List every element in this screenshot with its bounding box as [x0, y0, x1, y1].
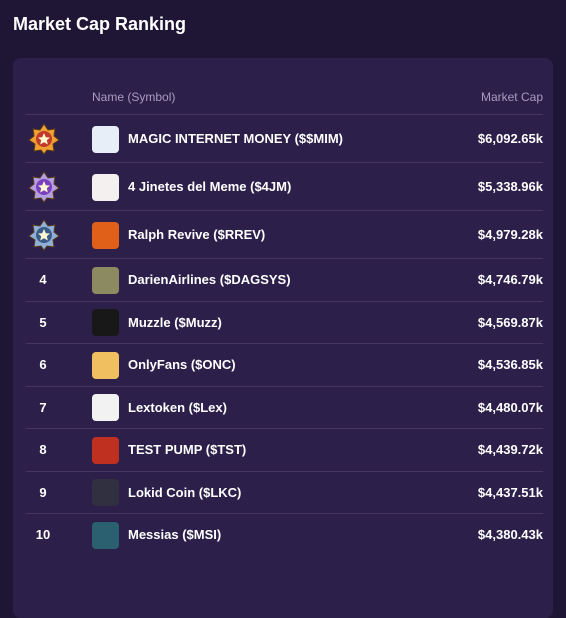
ranking-row: MAGIC INTERNET MONEY ($$MIM) $6,092.65k: [26, 114, 543, 163]
medal-svg: [28, 219, 60, 251]
ranking-row: 6 OnlyFans ($ONC) $4,536.85k: [26, 343, 543, 387]
ranking-row: 4 DarienAirlines ($DAGSYS) $4,746.79k: [26, 258, 543, 302]
token-avatar: [92, 125, 119, 153]
market-cap: $4,439.72k: [477, 442, 543, 458]
ranking-row: 5 Muzzle ($Muzz) $4,569.87k: [26, 300, 543, 345]
ranking-row: 8 TEST PUMP ($TST) $4,439.72k: [26, 428, 543, 472]
market-cap: $4,380.43k: [477, 527, 543, 543]
ranking-row: 9 Lokid Coin ($LKC) $4,437.51k: [26, 470, 543, 515]
medal-star: [38, 133, 50, 145]
medal-star: [38, 229, 50, 241]
token-name: 4 Jinetes del Meme ($4JM): [128, 179, 292, 194]
medal-svg: [28, 171, 60, 203]
medal-star: [38, 181, 50, 193]
rank: 4: [39, 272, 47, 288]
token-name: Lokid Coin ($LKC): [128, 484, 242, 500]
market-cap: $4,536.85k: [477, 357, 543, 373]
token-name: Muzzle ($Muzz): [128, 314, 222, 330]
token-name: Ralph Revive ($RREV): [128, 227, 266, 242]
token-avatar: [92, 309, 119, 337]
rank: 10: [35, 527, 51, 543]
token-avatar: [92, 436, 119, 464]
token-avatar: [92, 394, 119, 422]
token-name: MAGIC INTERNET MONEY ($$MIM): [128, 131, 343, 146]
token-name: Messias ($MSI): [128, 527, 222, 543]
medal-svg: [28, 123, 60, 155]
rank: 8: [39, 442, 47, 458]
ranking-row: 4 Jinetes del Meme ($4JM) $5,338.96k: [26, 162, 543, 211]
market-cap: $4,480.07k: [477, 399, 543, 415]
rank: 7: [39, 399, 47, 415]
token-avatar: [92, 266, 119, 294]
rank: 5: [39, 314, 47, 330]
token-name: OnlyFans ($ONC): [128, 357, 236, 373]
token-avatar: [92, 521, 119, 549]
token-name: Lextoken ($Lex): [128, 399, 227, 415]
ranking-row: 7 Lextoken ($Lex) $4,480.07k: [26, 385, 543, 430]
token-name: TEST PUMP ($TST): [128, 442, 247, 458]
column-header: Market Cap: [480, 90, 543, 104]
medal-icon: [28, 171, 60, 208]
token-avatar: [92, 479, 119, 507]
market-cap: $4,569.87k: [477, 314, 543, 330]
token-avatar: [92, 173, 119, 201]
token-avatar: [92, 351, 119, 379]
column-header: Name (Symbol): [92, 90, 176, 104]
page: Market Cap Ranking Name (Symbol) Market …: [13, 14, 553, 618]
token-avatar: [92, 221, 119, 249]
market-cap: $4,746.79k: [477, 272, 543, 288]
rank: 6: [39, 357, 47, 373]
market-cap: $6,092.65k: [477, 131, 543, 146]
rank: 9: [39, 484, 47, 500]
medal-icon: [28, 219, 60, 256]
market-cap: $4,437.51k: [477, 484, 543, 500]
ranking-row: Ralph Revive ($RREV) $4,979.28k: [26, 210, 543, 259]
market-cap: $4,979.28k: [477, 227, 543, 242]
page-title: Market Cap Ranking: [13, 14, 187, 34]
ranking-row: 10 Messias ($MSI) $4,380.43k: [26, 513, 543, 557]
token-name: DarienAirlines ($DAGSYS): [128, 272, 291, 288]
medal-icon: [28, 123, 60, 160]
market-cap: $5,338.96k: [477, 179, 543, 194]
